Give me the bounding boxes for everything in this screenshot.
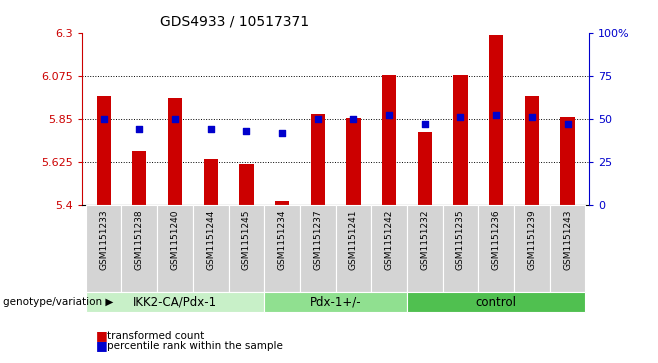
Bar	[300, 205, 336, 292]
Bar	[228, 205, 265, 292]
Bar	[524, 96, 539, 205]
Bar	[97, 96, 111, 205]
Bar	[203, 159, 218, 205]
Point	[170, 116, 180, 122]
Text: control: control	[476, 296, 517, 309]
Point	[99, 116, 109, 122]
Text: genotype/variation ▶: genotype/variation ▶	[3, 297, 114, 307]
Bar	[193, 205, 228, 292]
Point	[455, 114, 466, 120]
Bar	[478, 205, 514, 292]
Text: GSM1151234: GSM1151234	[278, 209, 287, 270]
Text: GDS4933 / 10517371: GDS4933 / 10517371	[160, 15, 309, 29]
Text: GSM1151242: GSM1151242	[384, 209, 393, 270]
Text: GSM1151239: GSM1151239	[527, 209, 536, 270]
Text: GSM1151238: GSM1151238	[135, 209, 144, 270]
Bar	[336, 205, 371, 292]
Point	[526, 114, 537, 120]
Text: percentile rank within the sample: percentile rank within the sample	[107, 340, 282, 351]
Bar	[549, 205, 586, 292]
Text: Pdx-1+/-: Pdx-1+/-	[310, 296, 361, 309]
Bar	[265, 292, 407, 312]
Bar	[346, 118, 361, 205]
Text: GSM1151244: GSM1151244	[206, 209, 215, 270]
Bar	[371, 205, 407, 292]
Bar	[418, 132, 432, 205]
Bar	[311, 114, 325, 205]
Point	[562, 121, 572, 127]
Bar	[122, 205, 157, 292]
Point	[348, 116, 359, 122]
Point	[241, 128, 251, 134]
Text: GSM1151243: GSM1151243	[563, 209, 572, 270]
Bar	[453, 75, 468, 205]
Bar	[407, 292, 586, 312]
Bar	[157, 205, 193, 292]
Bar	[275, 201, 290, 205]
Text: GSM1151237: GSM1151237	[313, 209, 322, 270]
Point	[277, 130, 288, 136]
Text: GSM1151232: GSM1151232	[420, 209, 429, 270]
Text: GSM1151241: GSM1151241	[349, 209, 358, 270]
Text: GSM1151233: GSM1151233	[99, 209, 108, 270]
Text: transformed count: transformed count	[107, 331, 204, 341]
Bar	[265, 205, 300, 292]
Bar	[240, 164, 253, 205]
Text: GSM1151245: GSM1151245	[242, 209, 251, 270]
Text: GSM1151235: GSM1151235	[456, 209, 465, 270]
Bar	[489, 34, 503, 205]
Bar	[86, 292, 265, 312]
Point	[313, 116, 323, 122]
Bar	[132, 151, 147, 205]
Text: ■: ■	[95, 329, 107, 342]
Bar	[443, 205, 478, 292]
Point	[384, 113, 394, 118]
Text: ■: ■	[95, 339, 107, 352]
Point	[491, 113, 501, 118]
Point	[420, 121, 430, 127]
Bar	[407, 205, 443, 292]
Bar	[86, 205, 122, 292]
Text: GSM1151236: GSM1151236	[492, 209, 501, 270]
Text: GSM1151240: GSM1151240	[170, 209, 180, 270]
Bar	[382, 75, 396, 205]
Bar	[514, 205, 549, 292]
Point	[205, 126, 216, 132]
Point	[134, 126, 145, 132]
Text: IKK2-CA/Pdx-1: IKK2-CA/Pdx-1	[133, 296, 217, 309]
Bar	[561, 117, 574, 205]
Bar	[168, 98, 182, 205]
